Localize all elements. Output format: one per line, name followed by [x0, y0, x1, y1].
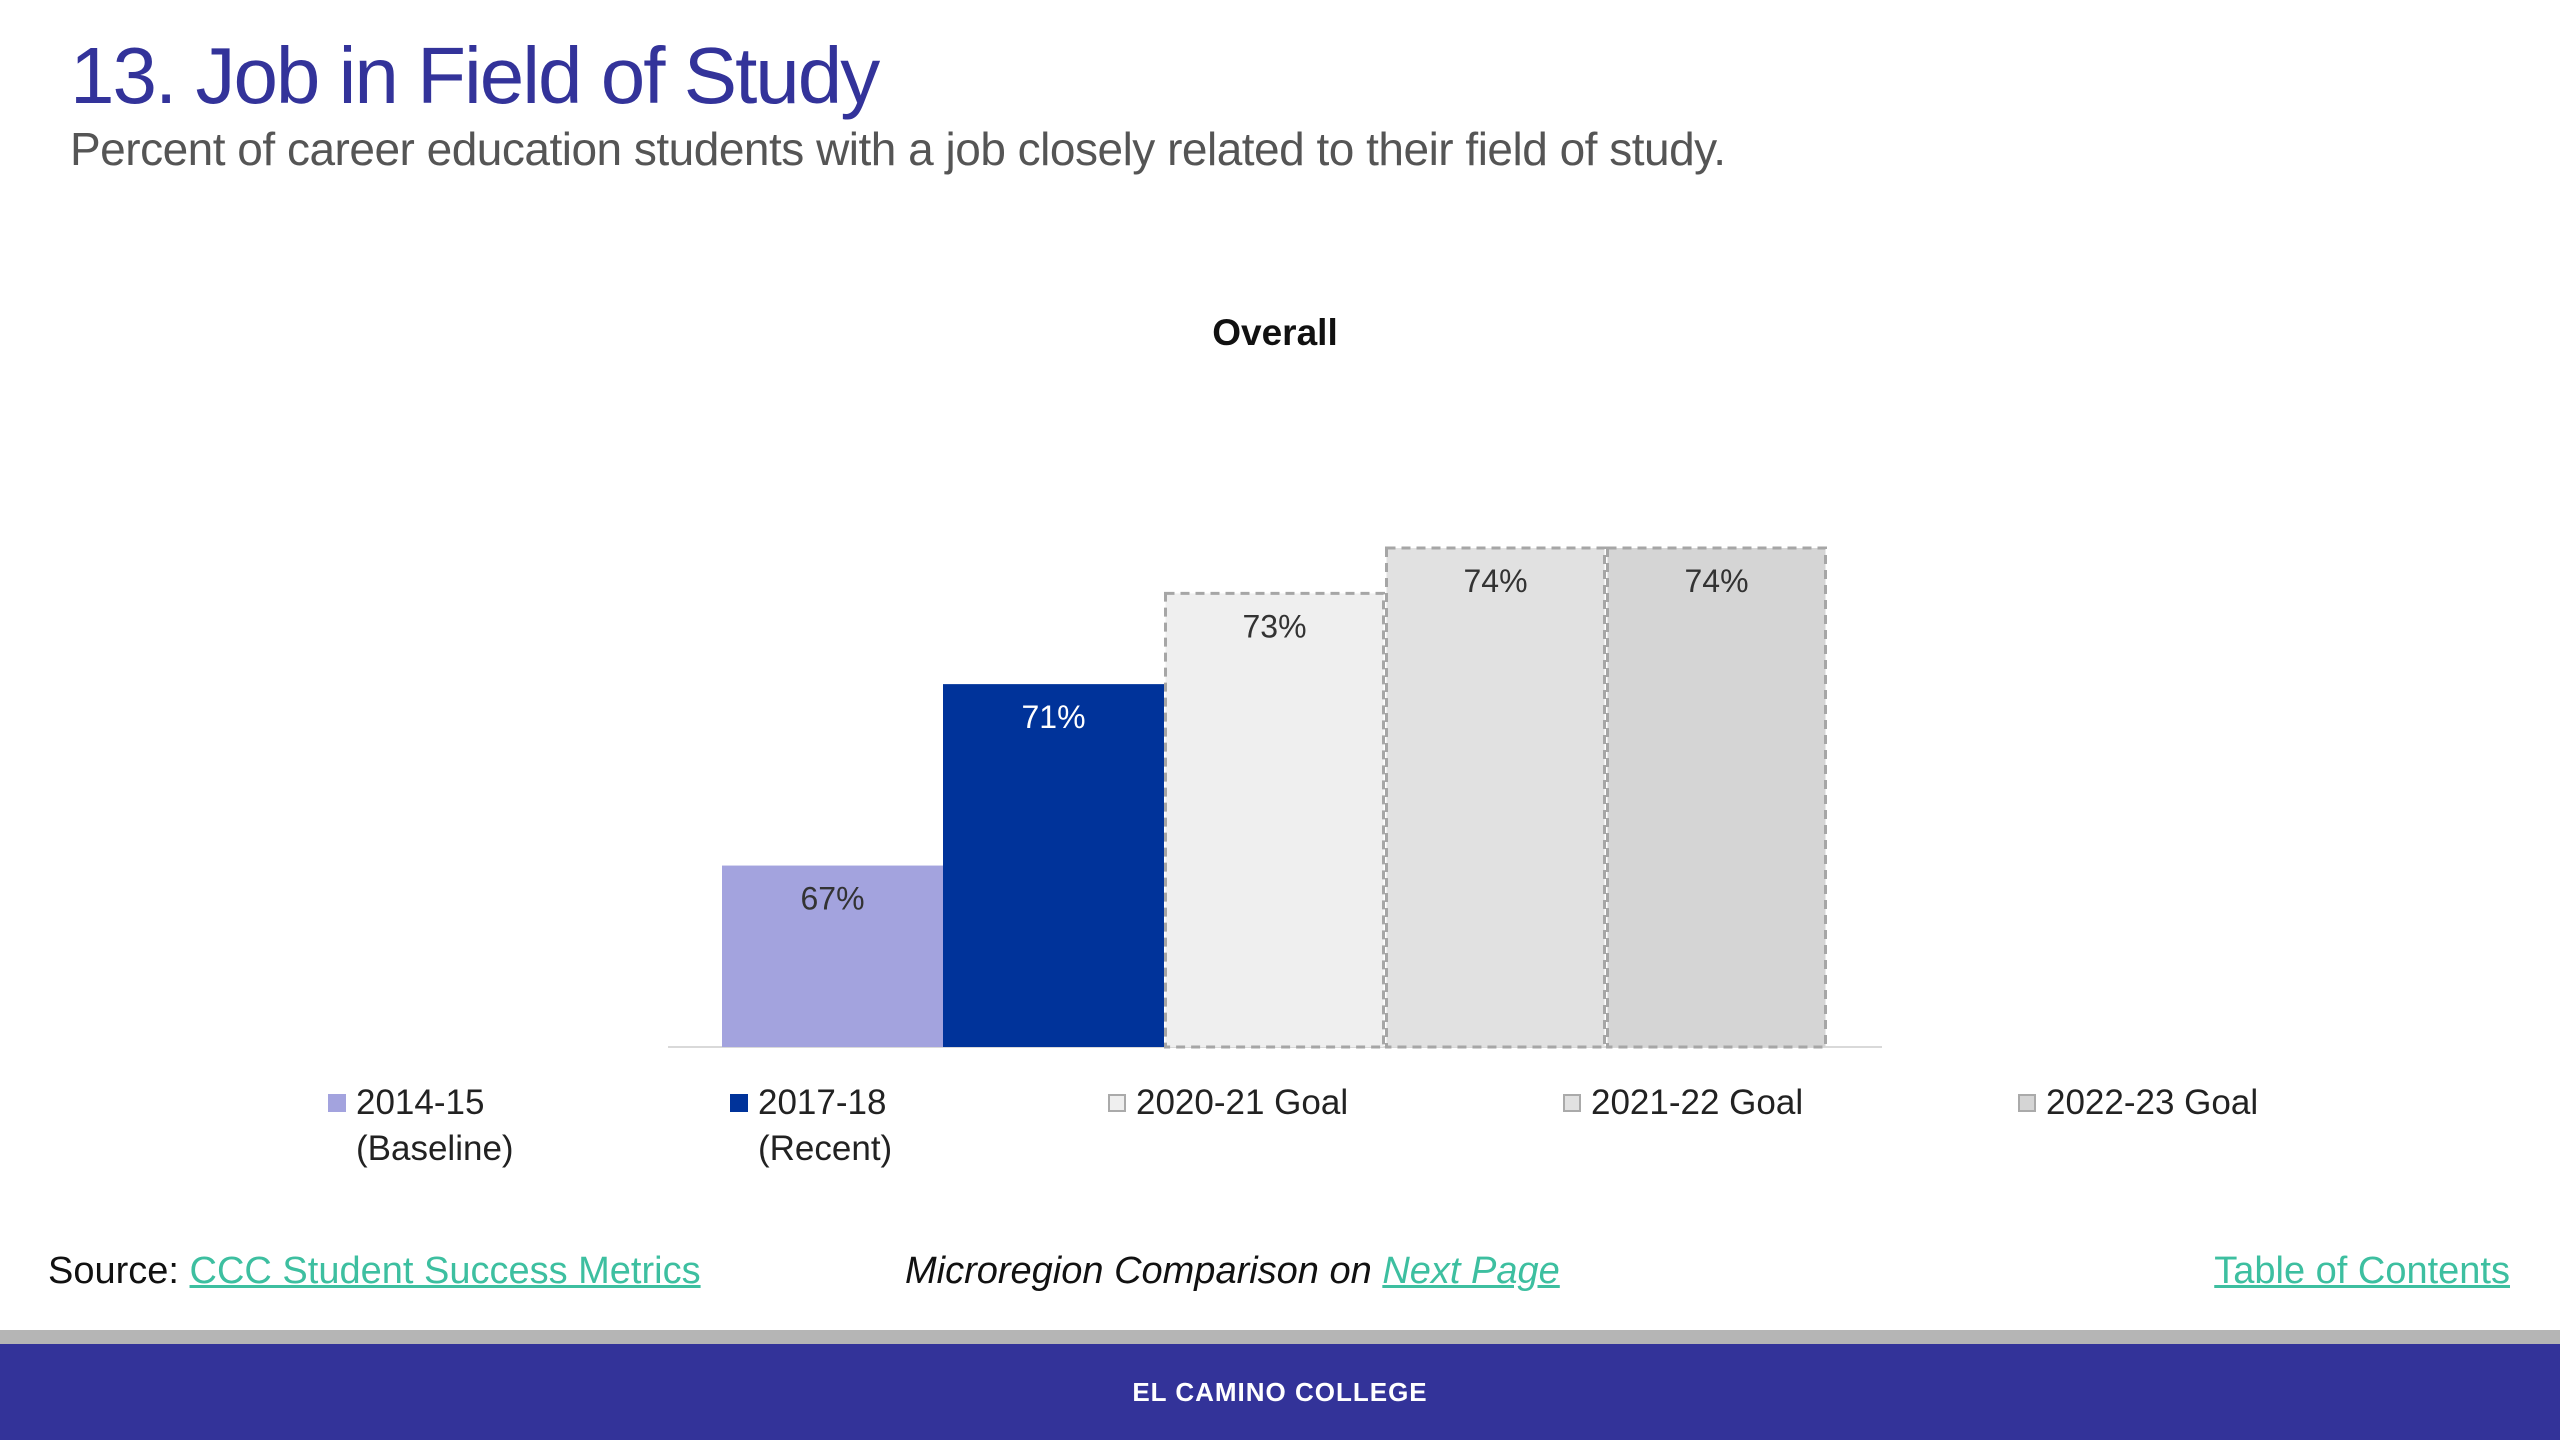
legend-label-recent: 2017-18 (Recent)	[758, 1083, 893, 1168]
footer-row: Source: CCC Student Success Metrics Micr…	[0, 1250, 2560, 1310]
chart-title: Overall	[1212, 312, 1338, 353]
data-label-1: 67%	[800, 881, 864, 917]
legend-label-goal-2021-22: 2021-22 Goal	[1591, 1083, 1804, 1122]
source-note: Source: CCC Student Success Metrics	[48, 1250, 701, 1293]
legend-swatch-recent	[730, 1094, 748, 1112]
legend-label-baseline: 2014-15 (Baseline)	[356, 1083, 514, 1168]
data-label-4: 74%	[1463, 563, 1527, 599]
page-title: 13. Job in Field of Study	[70, 31, 880, 120]
bar-1	[722, 865, 943, 1047]
legend-swatch-goal-2022-23	[2018, 1094, 2036, 1112]
bar-chart: 67% 71% 73% 74% 74%	[668, 546, 1882, 1049]
legend-label-goal-2020-21: 2020-21 Goal	[1136, 1083, 1349, 1122]
table-of-contents-link[interactable]: Table of Contents	[2214, 1250, 2510, 1292]
footer-divider	[0, 1330, 2560, 1344]
data-label-2: 71%	[1021, 699, 1085, 735]
legend-swatch-baseline	[328, 1094, 346, 1112]
source-link[interactable]: CCC Student Success Metrics	[189, 1250, 701, 1292]
page-subtitle: Percent of career education students wit…	[70, 123, 1726, 175]
chart-legend: 2014-15 (Baseline) 2017-18 (Recent) 2020-2…	[0, 1080, 2560, 1180]
legend-swatch-goal-2020-21	[1108, 1094, 1126, 1112]
bar-3	[1164, 591, 1385, 1049]
data-label-3: 73%	[1242, 608, 1306, 644]
legend-item-baseline: 2014-15 (Baseline)	[328, 1080, 514, 1172]
legend-item-goal-2021-22: 2021-22 Goal	[1563, 1080, 1803, 1126]
footer-bar: EL CAMINO COLLEGE	[0, 1344, 2560, 1440]
bar-2	[943, 684, 1164, 1047]
legend-item-goal-2022-23: 2022-23 Goal	[2018, 1080, 2258, 1126]
comparison-text: Microregion Comparison on	[905, 1250, 1372, 1292]
college-name: EL CAMINO COLLEGE	[1132, 1376, 1428, 1407]
next-page-link[interactable]: Next Page	[1382, 1250, 1560, 1292]
source-label: Source:	[48, 1250, 179, 1292]
legend-label-goal-2022-23: 2022-23 Goal	[2046, 1083, 2259, 1122]
bar-5	[1606, 546, 1827, 1049]
data-label-5: 74%	[1684, 563, 1748, 599]
bar-4	[1385, 546, 1606, 1049]
legend-item-recent: 2017-18 (Recent)	[730, 1080, 892, 1172]
legend-item-goal-2020-21: 2020-21 Goal	[1108, 1080, 1348, 1126]
legend-swatch-goal-2021-22	[1563, 1094, 1581, 1112]
comparison-note: Microregion Comparison on Next Page	[905, 1250, 1560, 1293]
